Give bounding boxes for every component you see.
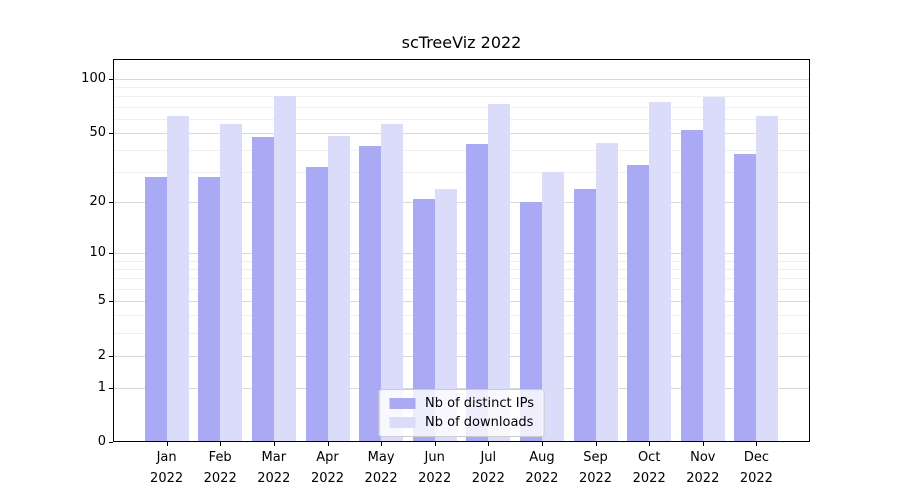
major-gridline	[113, 387, 810, 389]
bar-distinct-ips	[734, 153, 757, 442]
bar-distinct-ips	[305, 166, 328, 442]
minor-gridline	[113, 332, 810, 334]
minor-gridline	[113, 315, 810, 317]
bar-distinct-ips	[573, 188, 596, 442]
x-tick-label: Jul 2022	[471, 450, 505, 486]
y-tick-label: 0	[97, 434, 106, 449]
bar-distinct-ips	[412, 198, 435, 442]
minor-gridline	[113, 171, 810, 173]
x-tick	[649, 442, 651, 446]
x-tick	[381, 442, 383, 446]
y-tick	[109, 442, 113, 443]
x-tick-label: Jun 2022	[418, 450, 452, 486]
bar-downloads	[595, 142, 618, 442]
bar-downloads	[434, 188, 457, 442]
y-tick-label: 50	[89, 124, 106, 140]
bar-downloads	[649, 102, 672, 442]
minor-gridline	[113, 118, 810, 120]
y-tick-label: 1	[97, 379, 106, 395]
x-tick	[756, 442, 758, 446]
y-tick-label: 20	[89, 194, 106, 210]
y-tick	[109, 253, 113, 255]
y-tick-label: 100	[81, 70, 106, 86]
minor-gridline	[113, 87, 810, 89]
major-gridline	[113, 202, 810, 204]
bar-distinct-ips	[251, 137, 274, 442]
bar-downloads	[220, 123, 243, 442]
legend: Nb of distinct IPs Nb of downloads	[378, 389, 545, 437]
bar-downloads	[327, 135, 350, 442]
major-gridline	[113, 355, 810, 357]
x-tick	[220, 442, 222, 446]
x-tick	[541, 442, 543, 446]
y-tick	[109, 387, 113, 389]
legend-item-downloads: Nb of downloads	[389, 415, 534, 430]
major-gridline	[113, 301, 810, 302]
bar-downloads	[488, 104, 511, 442]
x-tick	[327, 442, 329, 446]
y-tick	[109, 301, 113, 302]
bar-distinct-ips	[144, 177, 167, 442]
x-tick-label: Aug 2022	[525, 450, 559, 486]
bar-downloads	[273, 96, 296, 442]
minor-gridline	[113, 106, 810, 108]
minor-gridline	[113, 288, 810, 290]
x-tick	[702, 442, 704, 446]
major-gridline	[113, 253, 810, 255]
legend-swatch-distinct-ips	[389, 398, 416, 409]
minor-gridline	[113, 96, 810, 98]
x-tick	[166, 442, 168, 446]
y-tick-label: 5	[97, 293, 106, 308]
x-tick	[273, 442, 275, 446]
plot-area: Nb of distinct IPs Nb of downloads	[113, 59, 810, 442]
bar-downloads	[166, 116, 189, 442]
legend-swatch-downloads	[389, 417, 416, 428]
y-tick	[109, 78, 113, 80]
bar-downloads	[756, 116, 779, 442]
bar-downloads	[381, 123, 404, 442]
legend-label-downloads: Nb of downloads	[425, 415, 534, 430]
x-tick-label: May 2022	[364, 450, 398, 486]
minor-gridline	[113, 269, 810, 271]
y-tick	[109, 202, 113, 204]
x-tick-label: Nov 2022	[686, 450, 720, 486]
y-tick-label: 2	[97, 347, 106, 363]
y-tick-label: 10	[89, 245, 106, 261]
x-tick	[488, 442, 490, 446]
bar-distinct-ips	[627, 164, 650, 442]
x-tick-label: Dec 2022	[739, 450, 773, 486]
minor-gridline	[113, 278, 810, 280]
bar-distinct-ips	[359, 146, 382, 442]
bar-downloads	[541, 171, 564, 442]
minor-gridline	[113, 260, 810, 262]
legend-label-distinct-ips: Nb of distinct IPs	[425, 396, 534, 411]
x-tick-label: Jan 2022	[150, 450, 184, 486]
legend-item-distinct-ips: Nb of distinct IPs	[389, 396, 534, 411]
x-tick	[595, 442, 597, 446]
major-gridline	[113, 132, 810, 134]
x-tick-label: Mar 2022	[257, 450, 291, 486]
x-tick-label: Feb 2022	[203, 450, 237, 486]
bar-distinct-ips	[466, 144, 489, 442]
minor-gridline	[113, 149, 810, 151]
chart-title: scTreeViz 2022	[401, 33, 522, 52]
y-tick	[109, 132, 113, 134]
bar-distinct-ips	[680, 129, 703, 442]
x-tick-label: Oct 2022	[632, 450, 666, 486]
major-gridline	[113, 78, 810, 80]
x-tick-label: Sep 2022	[578, 450, 613, 486]
bar-distinct-ips	[198, 177, 221, 442]
x-tick	[434, 442, 436, 446]
y-tick	[109, 355, 113, 357]
bar-distinct-ips	[519, 202, 542, 442]
bar-downloads	[702, 97, 725, 442]
x-tick-label: Apr 2022	[310, 450, 345, 486]
